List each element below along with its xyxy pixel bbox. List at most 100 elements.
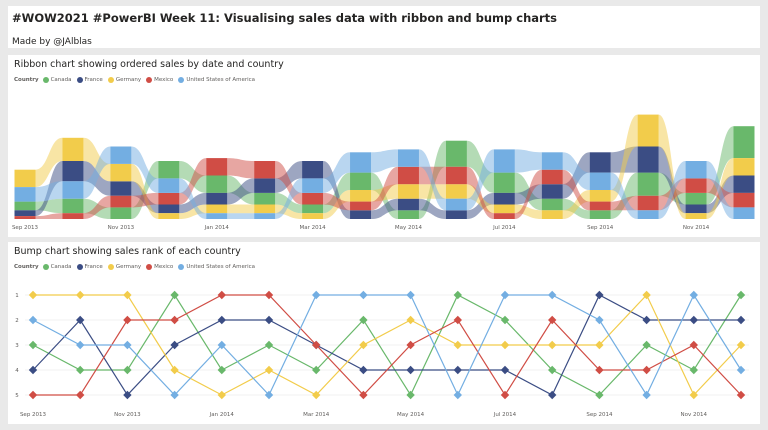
bump-point (123, 290, 132, 300)
ribbon-x-tick-label: Mar 2014 (300, 225, 327, 231)
ribbon-column-segment (254, 161, 276, 179)
ribbon-chart-card[interactable]: Ribbon chart showing ordered sales by da… (8, 55, 760, 237)
bump-chart-card[interactable]: Bump chart showing sales rank of each co… (8, 242, 760, 424)
legend-item-germany[interactable]: Germany (107, 77, 141, 83)
ribbon-band (466, 140, 494, 193)
bump-point (76, 340, 85, 350)
ribbon-column-segment (110, 181, 132, 196)
bump-x-axis: Sep 2013 Nov 2013 Jan 2014 Mar 2014 May 2014… (20, 412, 708, 418)
ribbon-x-tick-label: Jan 2014 (204, 225, 230, 231)
bump-point (642, 390, 651, 400)
ribbon-column-segment (397, 198, 419, 211)
ribbon-column-segment (302, 161, 324, 179)
ribbon-column-segment (541, 198, 563, 211)
bump-point (264, 390, 274, 400)
ribbon-column-segment (397, 149, 419, 167)
bump-point (170, 315, 179, 325)
legend-item-mexico[interactable]: Mexico (146, 264, 173, 270)
legend-marker-icon (146, 264, 153, 270)
ribbon-band (275, 178, 303, 219)
bump-point (312, 390, 321, 400)
bump-point (217, 365, 226, 375)
bump-point (500, 340, 510, 350)
legend-item-germany[interactable]: Germany (107, 264, 141, 270)
ribbon-column-segment (206, 158, 228, 176)
ribbon-column-segment (541, 152, 563, 170)
ribbon-series-group (14, 114, 755, 219)
ribbon-band (227, 204, 255, 214)
ribbon-column-segment (733, 207, 755, 219)
legend-item-united-states-of-america[interactable]: United States of America (178, 264, 255, 270)
ribbon-column-segment (397, 184, 419, 199)
bump-x-tick-label: Nov 2014 (681, 412, 708, 418)
ribbon-band (227, 178, 255, 205)
bump-point (28, 290, 38, 300)
bump-point (500, 315, 510, 325)
ribbon-band (466, 166, 494, 219)
ribbon-column-segment (685, 204, 707, 214)
legend-item-france[interactable]: France (76, 264, 103, 270)
ribbon-column-segment (62, 213, 84, 219)
ribbon-column-segment (62, 181, 84, 199)
ribbon-band (323, 192, 351, 211)
bump-point (28, 390, 38, 400)
ribbon-band (562, 190, 590, 219)
ribbon-column-segment (110, 146, 132, 164)
bump-point (359, 365, 368, 375)
bump-point (123, 365, 132, 375)
bump-x-tick-label: Jan 2014 (209, 412, 235, 418)
ribbon-x-tick-label: Sep 2014 (587, 225, 614, 231)
ribbon-band (83, 146, 111, 199)
legend-item-mexico[interactable]: Mexico (146, 77, 173, 83)
ribbon-column-segment (302, 204, 324, 214)
ribbon-band (610, 172, 638, 219)
bump-point (264, 315, 274, 325)
ribbon-column-segment (14, 210, 36, 217)
ribbon-column-segment (302, 213, 324, 219)
legend-item-canada[interactable]: Canada (42, 77, 72, 83)
ribbon-column-segment (110, 163, 132, 182)
ribbon-band (514, 149, 542, 173)
bump-point (736, 365, 746, 375)
ribbon-band (466, 149, 494, 211)
bump-point (76, 315, 85, 325)
bump-legend[interactable]: Country Canada France Germany Mexico United … (14, 264, 260, 270)
bump-point (595, 290, 604, 300)
legend-marker-icon (42, 77, 49, 83)
ribbon-band (131, 163, 159, 219)
legend-label: Canada (50, 77, 72, 83)
ribbon-column-segment (445, 198, 467, 211)
bump-chart[interactable]: 1 2 3 4 5 Sep 2013 Nov 2013 Jan 2014 Mar 2014 May… (8, 242, 760, 424)
bump-point (548, 390, 557, 400)
ribbon-column-segment (685, 213, 707, 219)
ribbon-band (275, 204, 303, 219)
ribbon-column-segment (158, 204, 180, 214)
bump-x-tick-label: Nov 2013 (114, 412, 141, 418)
bump-point (359, 315, 368, 325)
ribbon-band (514, 204, 542, 219)
legend-item-united-states-of-america[interactable]: United States of America (178, 77, 255, 83)
bump-point (689, 340, 698, 350)
legend-marker-icon (76, 77, 83, 83)
legend-label: Canada (50, 264, 72, 270)
ribbon-chart[interactable]: Sep 2013 Nov 2013 Jan 2014 Mar 2014 May 2014… (8, 55, 760, 237)
legend-marker-icon (107, 264, 114, 270)
ribbon-legend[interactable]: Country Canada France Germany Mexico United … (14, 77, 260, 83)
ribbon-column-segment (350, 210, 372, 219)
bump-point (217, 390, 226, 400)
bump-point (217, 290, 226, 300)
ribbon-column-segment (14, 187, 36, 202)
ribbon-column-segment (302, 178, 324, 193)
legend-title: Country (14, 77, 39, 83)
bump-point (406, 290, 415, 300)
bump-x-tick-label: Mar 2014 (303, 412, 330, 418)
bump-point (264, 290, 274, 300)
ribbon-band (658, 114, 686, 219)
bump-point (170, 365, 179, 375)
legend-item-france[interactable]: France (76, 77, 103, 83)
ribbon-band (131, 192, 159, 208)
legend-item-canada[interactable]: Canada (42, 264, 72, 270)
bump-series-germany (28, 290, 746, 400)
bump-series-group (28, 290, 746, 400)
ribbon-column-segment (206, 213, 228, 219)
